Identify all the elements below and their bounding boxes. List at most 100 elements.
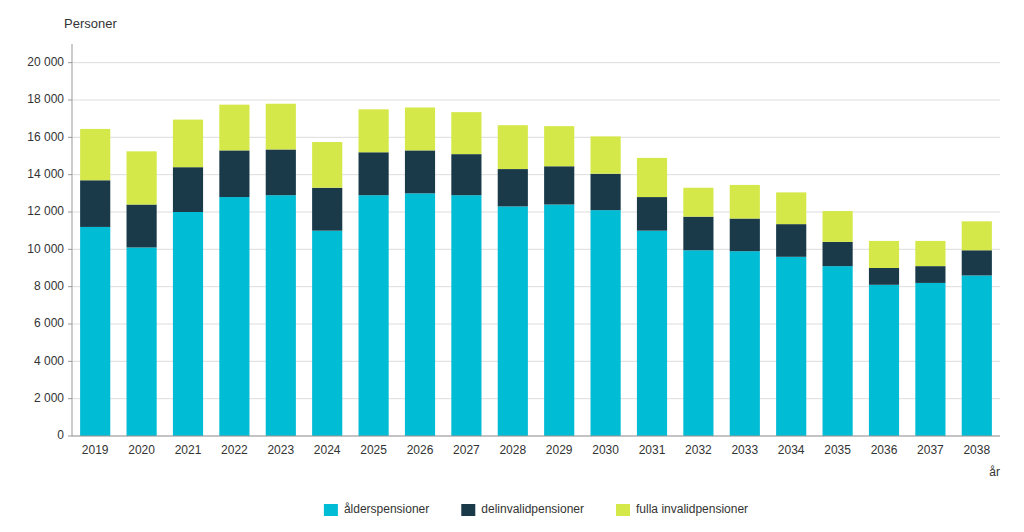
- x-axis-line: [72, 436, 1000, 437]
- legend-item: delinvalidpensioner: [461, 502, 584, 516]
- bar-segment: [359, 152, 389, 195]
- bar-segment: [498, 206, 528, 436]
- x-tick-label: 2033: [731, 443, 758, 457]
- y-tick-label: 16 000: [27, 130, 64, 144]
- x-tick-label: 2038: [963, 443, 990, 457]
- bar-segment: [173, 167, 203, 212]
- bar-segment: [312, 188, 342, 231]
- bar-segment: [823, 242, 853, 266]
- bar-segment: [823, 211, 853, 242]
- grid-line: [72, 324, 1000, 325]
- y-tick: [68, 249, 72, 250]
- series-1: [80, 149, 992, 284]
- x-axis: 2019202020212022202320242025202620272028…: [72, 436, 1000, 457]
- bar-segment: [451, 195, 481, 436]
- bar-segment: [266, 149, 296, 195]
- y-tick-label: 14 000: [27, 167, 64, 181]
- bar-segment: [637, 197, 667, 231]
- bar-segment: [544, 166, 574, 204]
- bar-segment: [359, 195, 389, 436]
- grid-line: [72, 436, 1000, 437]
- bar-segment: [962, 221, 992, 250]
- bar-segment: [869, 241, 899, 268]
- bar-segment: [127, 151, 157, 204]
- bar-segment: [266, 195, 296, 436]
- bar-segment: [219, 197, 249, 436]
- y-axis: 02 0004 0006 0008 00010 00012 00014 0001…: [27, 44, 72, 442]
- x-tick-label: 2028: [499, 443, 526, 457]
- grid-line: [72, 398, 1000, 399]
- bar-segment: [591, 174, 621, 210]
- x-tick-label: 2027: [453, 443, 480, 457]
- y-tick: [68, 286, 72, 287]
- legend-label: ålderspensioner: [344, 502, 429, 516]
- y-tick: [68, 361, 72, 362]
- bar-segment: [869, 285, 899, 436]
- bar-segment: [359, 109, 389, 152]
- bar-segment: [915, 241, 945, 266]
- x-tick-label: 2036: [871, 443, 898, 457]
- bars: [80, 104, 992, 436]
- bar-segment: [591, 210, 621, 436]
- x-tick-label: 2026: [407, 443, 434, 457]
- x-tick-label: 2025: [360, 443, 387, 457]
- bar-segment: [451, 154, 481, 195]
- x-tick-label: 2029: [546, 443, 573, 457]
- series-2: [80, 104, 992, 268]
- y-grid: [72, 63, 1000, 436]
- bar-segment: [683, 188, 713, 217]
- x-tick-label: 2031: [639, 443, 666, 457]
- grid-line: [72, 174, 1000, 175]
- bar-segment: [869, 268, 899, 285]
- y-tick: [68, 436, 72, 437]
- bar-segment: [127, 205, 157, 248]
- grid-line: [72, 62, 1000, 63]
- legend-swatch: [616, 504, 630, 516]
- bar-segment: [915, 283, 945, 436]
- bar-segment: [405, 150, 435, 193]
- bar-segment: [498, 125, 528, 169]
- grid-line: [72, 249, 1000, 250]
- bar-segment: [683, 250, 713, 436]
- bar-segment: [730, 251, 760, 436]
- grid-line: [72, 100, 1000, 101]
- bar-segment: [80, 180, 110, 227]
- y-tick-label: 6 000: [34, 316, 64, 330]
- y-tick: [68, 324, 72, 325]
- y-tick-label: 0: [57, 428, 64, 442]
- bar-segment: [405, 107, 435, 150]
- y-axis-line: [72, 44, 73, 436]
- bar-segment: [776, 257, 806, 436]
- bar-segment: [730, 185, 760, 219]
- bar-segment: [266, 104, 296, 150]
- bar-segment: [823, 266, 853, 436]
- series-0: [80, 193, 992, 436]
- bar-segment: [405, 193, 435, 436]
- bar-segment: [637, 158, 667, 197]
- x-tick-label: 2023: [267, 443, 294, 457]
- y-tick-label: 12 000: [27, 204, 64, 218]
- legend-item: ålderspensioner: [324, 502, 429, 516]
- grid-line: [72, 212, 1000, 213]
- grid-line: [72, 286, 1000, 287]
- bar-segment: [219, 105, 249, 151]
- x-tick-label: 2020: [128, 443, 155, 457]
- bar-segment: [80, 129, 110, 180]
- y-tick-label: 18 000: [27, 92, 64, 106]
- bar-segment: [915, 266, 945, 283]
- y-axis-label: Personer: [64, 16, 117, 31]
- x-tick-label: 2024: [314, 443, 341, 457]
- bar-segment: [637, 231, 667, 436]
- grid-line: [72, 137, 1000, 138]
- y-tick: [68, 212, 72, 213]
- y-tick-label: 2 000: [34, 391, 64, 405]
- chart-svg: 02 0004 0006 0008 00010 00012 00014 0001…: [0, 0, 1024, 532]
- bar-segment: [312, 142, 342, 188]
- bar-segment: [80, 227, 110, 436]
- legend-label: delinvalidpensioner: [481, 502, 584, 516]
- x-tick-label: 2035: [824, 443, 851, 457]
- bar-segment: [173, 120, 203, 168]
- legend-swatch: [461, 504, 475, 516]
- bar-segment: [776, 192, 806, 224]
- legend-swatch: [324, 504, 338, 516]
